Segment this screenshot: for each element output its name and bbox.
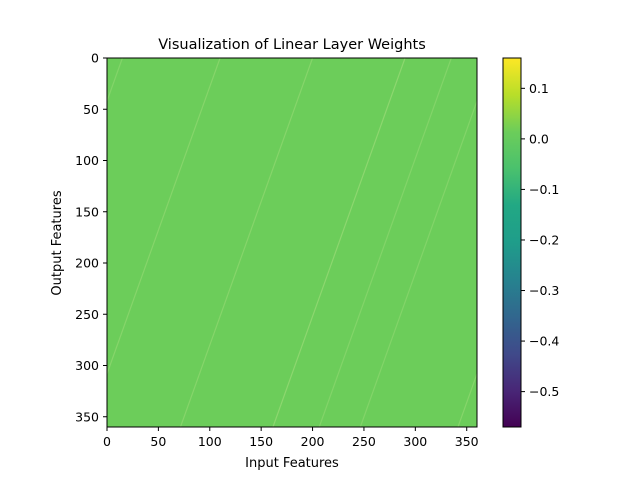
colorbar-ticks: 0.1 0.0 −0.1 −0.2 −0.3 −0.4 −0.5 xyxy=(521,81,559,399)
y-tick-label: 200 xyxy=(75,256,99,271)
x-tick-label: 50 xyxy=(150,434,166,449)
y-axis-label: Output Features xyxy=(50,190,65,295)
colorbar-tick-label: 0.0 xyxy=(529,131,549,146)
colorbar-tick-label: −0.4 xyxy=(529,334,559,349)
x-tick-label: 350 xyxy=(455,434,479,449)
y-tick-label: 100 xyxy=(75,153,99,168)
x-tick-label: 200 xyxy=(301,434,325,449)
y-tick-label: 0 xyxy=(91,51,99,66)
diagonal-band xyxy=(318,58,452,427)
x-tick-label: 100 xyxy=(198,434,222,449)
colorbar-gradient xyxy=(502,57,522,428)
diagonal-band xyxy=(457,372,477,427)
y-tick-label: 150 xyxy=(75,204,99,219)
colorbar-tick-label: −0.3 xyxy=(529,283,559,298)
colorbar-tick-label: 0.1 xyxy=(529,81,549,96)
x-tick-label: 250 xyxy=(352,434,376,449)
x-tick-label: 0 xyxy=(103,434,111,449)
diagonal-band xyxy=(179,58,314,427)
plot-frame xyxy=(106,57,478,428)
diagonal-band xyxy=(0,58,35,427)
x-axis: 0 50 100 150 200 250 300 350 xyxy=(103,427,479,449)
colorbar-tick-label: −0.1 xyxy=(529,182,559,197)
diagonal-bands xyxy=(0,58,640,427)
heatmap xyxy=(0,57,640,428)
chart-title: Visualization of Linear Layer Weights xyxy=(158,37,426,53)
x-tick-label: 150 xyxy=(249,434,273,449)
y-tick-label: 250 xyxy=(75,307,99,322)
diagonal-band xyxy=(550,58,640,427)
colorbar: 0.1 0.0 −0.1 −0.2 −0.3 −0.4 −0.5 xyxy=(502,57,559,428)
heatmap-background xyxy=(107,58,477,427)
colorbar-tick-label: −0.2 xyxy=(529,232,559,247)
diagonal-band xyxy=(359,99,477,427)
diagonal-band xyxy=(107,58,221,376)
x-axis-label: Input Features xyxy=(245,456,339,471)
diagonal-band xyxy=(272,58,406,427)
y-tick-label: 300 xyxy=(75,358,99,373)
diagonal-band xyxy=(0,58,81,427)
y-tick-label: 50 xyxy=(83,102,99,117)
y-axis: 0 50 100 150 200 250 300 350 xyxy=(75,51,107,424)
y-tick-label: 350 xyxy=(75,409,99,424)
colorbar-tick-label: −0.5 xyxy=(529,384,559,399)
x-tick-label: 300 xyxy=(403,434,427,449)
